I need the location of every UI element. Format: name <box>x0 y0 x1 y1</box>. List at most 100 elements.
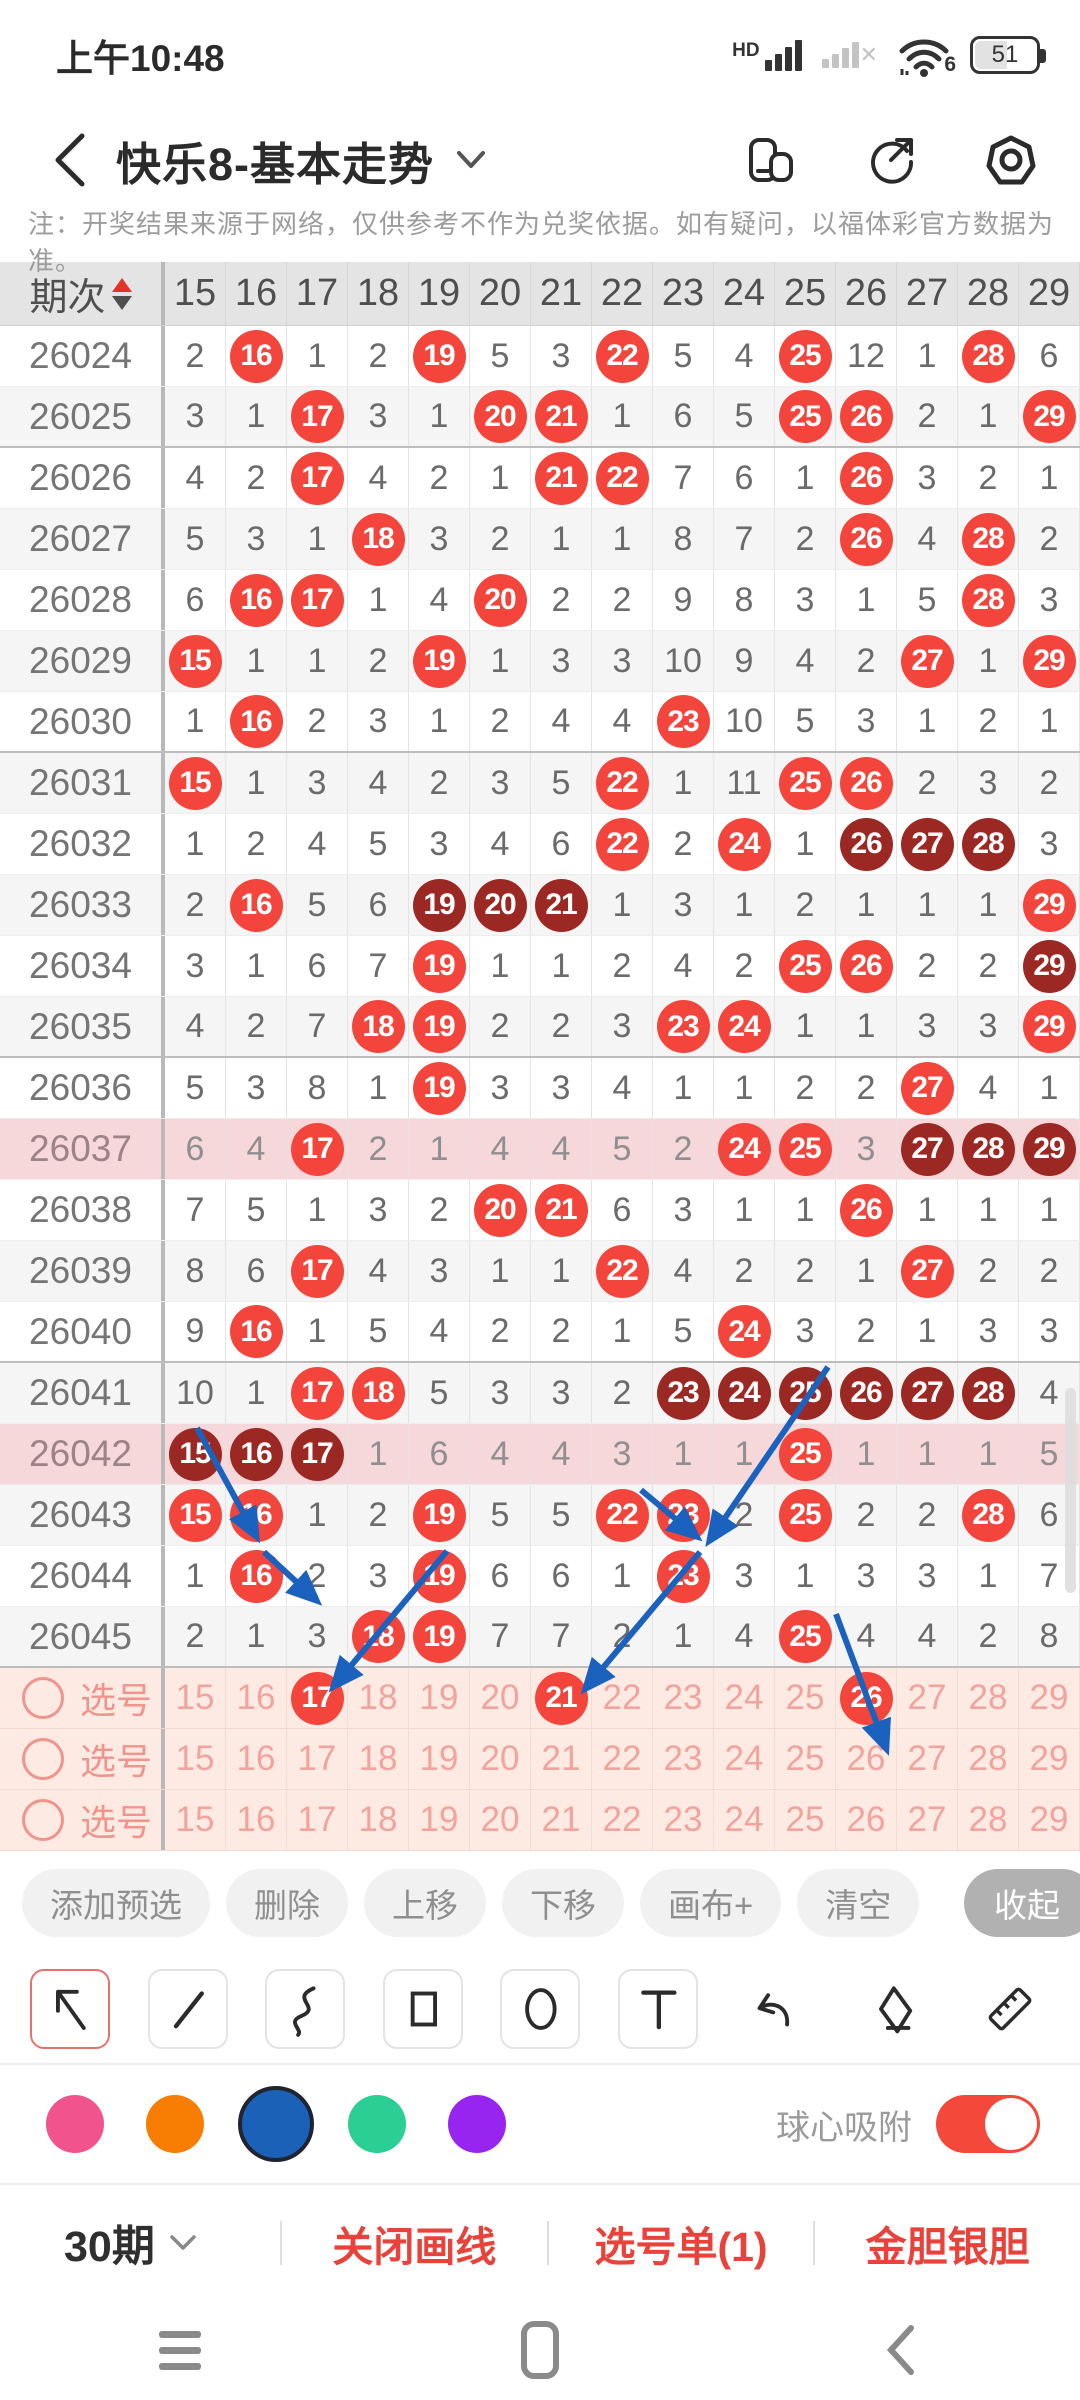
scrollbar-thumb[interactable] <box>1065 1388 1076 1593</box>
period-cell[interactable]: 26027 <box>0 509 165 569</box>
trend-cell[interactable]: 1 <box>836 1424 897 1484</box>
trend-cell[interactable]: 3 <box>897 997 958 1056</box>
trend-cell[interactable]: 21 <box>531 448 592 508</box>
period-cell[interactable]: 26037 <box>0 1119 165 1179</box>
pick-cell[interactable]: 16 <box>226 1668 287 1728</box>
trend-cell[interactable]: 18 <box>348 1607 409 1666</box>
trend-cell[interactable]: 25 <box>775 1363 836 1423</box>
trend-cell[interactable]: 5 <box>470 1485 531 1545</box>
tool-undo-icon[interactable] <box>735 1969 815 2049</box>
trend-cell[interactable]: 4 <box>836 1607 897 1666</box>
column-header[interactable]: 21 <box>531 262 592 325</box>
pick-cell[interactable]: 23 <box>653 1790 714 1850</box>
trend-cell[interactable]: 4 <box>287 814 348 874</box>
trend-cell[interactable]: 3 <box>348 387 409 446</box>
trend-cell[interactable]: 25 <box>775 1607 836 1666</box>
trend-cell[interactable]: 2 <box>653 814 714 874</box>
trend-cell[interactable]: 4 <box>897 1607 958 1666</box>
trend-cell[interactable]: 25 <box>775 1119 836 1179</box>
trend-cell[interactable]: 2 <box>592 570 653 630</box>
trend-cell[interactable]: 1 <box>531 936 592 996</box>
trend-cell[interactable]: 2 <box>348 1119 409 1179</box>
trend-cell[interactable]: 2 <box>287 692 348 751</box>
trend-cell[interactable]: 19 <box>409 631 470 691</box>
trend-cell[interactable]: 23 <box>653 1363 714 1423</box>
trend-cell[interactable]: 4 <box>348 753 409 813</box>
trend-cell[interactable]: 23 <box>653 997 714 1056</box>
pick-cell[interactable]: 15 <box>165 1729 226 1789</box>
trend-cell[interactable]: 2 <box>1019 753 1080 813</box>
trend-cell[interactable]: 3 <box>470 1363 531 1423</box>
trend-cell[interactable]: 17 <box>287 1241 348 1301</box>
trend-cell[interactable]: 1 <box>592 509 653 569</box>
pick-cell[interactable]: 23 <box>653 1729 714 1789</box>
pick-radio[interactable] <box>22 1799 64 1841</box>
trend-cell[interactable]: 2 <box>1019 1241 1080 1301</box>
trend-cell[interactable]: 2 <box>653 1119 714 1179</box>
trend-cell[interactable]: 2 <box>836 1485 897 1545</box>
pick-cell[interactable]: 22 <box>592 1790 653 1850</box>
trend-cell[interactable]: 1 <box>653 1607 714 1666</box>
trend-cell[interactable]: 6 <box>1019 326 1080 386</box>
period-cell[interactable]: 26040 <box>0 1302 165 1361</box>
trend-cell[interactable]: 1 <box>836 1241 897 1301</box>
trend-cell[interactable]: 16 <box>226 1485 287 1545</box>
trend-cell[interactable]: 1 <box>226 631 287 691</box>
pick-radio[interactable] <box>22 1738 64 1780</box>
trend-cell[interactable]: 1 <box>592 875 653 935</box>
pick-cell[interactable]: 16 <box>226 1790 287 1850</box>
settings-icon[interactable] <box>984 133 1038 187</box>
palette-color-3[interactable] <box>348 2095 406 2153</box>
period-cell[interactable]: 26024 <box>0 326 165 386</box>
period-cell[interactable]: 26043 <box>0 1485 165 1545</box>
trend-cell[interactable]: 5 <box>226 1180 287 1240</box>
trend-cell[interactable]: 26 <box>836 448 897 508</box>
trend-cell[interactable]: 1 <box>470 936 531 996</box>
trend-cell[interactable]: 1 <box>836 997 897 1056</box>
trend-cell[interactable]: 2 <box>165 1607 226 1666</box>
trend-cell[interactable]: 15 <box>165 1485 226 1545</box>
trend-cell[interactable]: 11 <box>714 753 775 813</box>
trend-cell[interactable]: 25 <box>775 1424 836 1484</box>
trend-cell[interactable]: 1 <box>226 936 287 996</box>
trend-cell[interactable]: 29 <box>1019 936 1080 996</box>
trend-cell[interactable]: 5 <box>409 1363 470 1423</box>
pick-cell[interactable]: 20 <box>470 1668 531 1728</box>
tool-eraser-icon[interactable] <box>852 1969 933 2049</box>
back-icon[interactable] <box>50 132 90 188</box>
title-dropdown-icon[interactable] <box>456 150 486 170</box>
trend-cell[interactable]: 1 <box>592 1302 653 1361</box>
trend-cell[interactable]: 1 <box>897 692 958 751</box>
trend-cell[interactable]: 1 <box>165 692 226 751</box>
trend-cell[interactable]: 5 <box>775 692 836 751</box>
trend-cell[interactable]: 3 <box>775 570 836 630</box>
column-header[interactable]: 23 <box>653 262 714 325</box>
trend-cell[interactable]: 19 <box>409 1058 470 1118</box>
trend-cell[interactable]: 28 <box>958 509 1019 569</box>
trend-cell[interactable]: 2 <box>531 1302 592 1361</box>
period-cell[interactable]: 26036 <box>0 1058 165 1118</box>
trend-cell[interactable]: 4 <box>348 448 409 508</box>
pick-cell[interactable]: 29 <box>1019 1790 1080 1850</box>
trend-cell[interactable]: 6 <box>531 814 592 874</box>
trend-cell[interactable]: 22 <box>592 1241 653 1301</box>
pick-cell[interactable]: 23 <box>653 1668 714 1728</box>
trend-cell[interactable]: 16 <box>226 570 287 630</box>
period-cell[interactable]: 26029 <box>0 631 165 691</box>
trend-cell[interactable]: 3 <box>348 1180 409 1240</box>
trend-cell[interactable]: 27 <box>897 631 958 691</box>
trend-cell[interactable]: 5 <box>348 814 409 874</box>
trend-cell[interactable]: 7 <box>653 448 714 508</box>
trend-cell[interactable]: 22 <box>592 753 653 813</box>
trend-cell[interactable]: 6 <box>592 1180 653 1240</box>
trend-cell[interactable]: 19 <box>409 875 470 935</box>
palette-color-1[interactable] <box>146 2095 204 2153</box>
trend-cell[interactable]: 1 <box>958 875 1019 935</box>
trend-cell[interactable]: 29 <box>1019 997 1080 1056</box>
trend-cell[interactable]: 1 <box>287 631 348 691</box>
trend-cell[interactable]: 4 <box>470 1424 531 1484</box>
column-header[interactable]: 17 <box>287 262 348 325</box>
trend-cell[interactable]: 10 <box>714 692 775 751</box>
pick-cell[interactable]: 20 <box>470 1729 531 1789</box>
period-cell[interactable]: 26031 <box>0 753 165 813</box>
